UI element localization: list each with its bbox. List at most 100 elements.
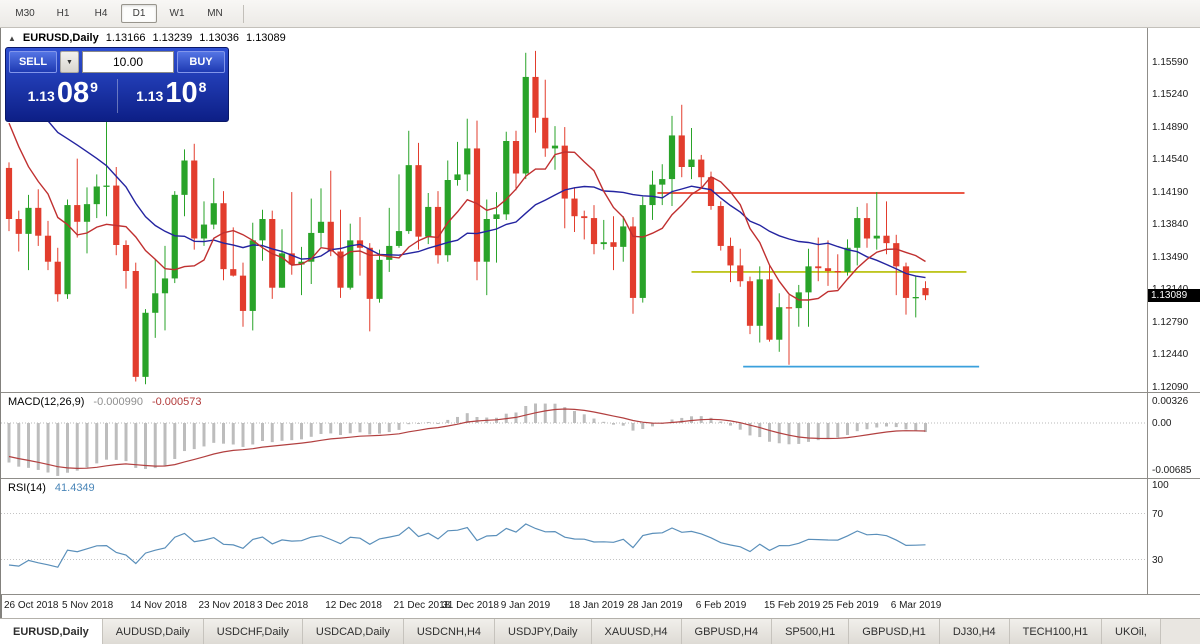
trade-controls-row: SELL ▼ BUY [9, 51, 225, 73]
macd-canvas[interactable] [1, 393, 1147, 478]
chart-tab-bar: EURUSD,Daily AUDUSD,Daily USDCHF,Daily USDC… [0, 618, 1200, 644]
symbol-tab-gbpusd-h4[interactable]: GBPUSD,H4 [681, 619, 773, 644]
price-axis-label: 1.14190 [1152, 186, 1189, 198]
price-divider [116, 78, 118, 113]
panel-separator [1, 594, 1200, 595]
timeframe-button-mn[interactable]: MN [207, 8, 223, 19]
date-axis-label: 12 Dec 2018 [325, 600, 382, 611]
date-axis-label: 31 Dec 2018 [442, 600, 499, 611]
rsi-plot[interactable]: RSI(14) 41.4349 [1, 479, 1147, 594]
bid-price[interactable]: 1.13 08 9 [9, 78, 117, 113]
macd-panel: MACD(12,26,9) -0.000990 -0.000573 0.0032… [1, 393, 1200, 478]
price-axis-label: 1.12090 [1152, 381, 1189, 393]
rsi-label: RSI(14) 41.4349 [8, 482, 95, 494]
macd-axis[interactable]: 0.00326 0.00 -0.00685 [1147, 393, 1200, 478]
date-axis-label: 28 Jan 2019 [627, 600, 683, 611]
date-axis-label: 6 Mar 2019 [890, 600, 942, 611]
sell-button[interactable]: SELL [9, 51, 57, 73]
symbol-tab-usdcnh-h4[interactable]: USDCNH,H4 [403, 619, 496, 644]
date-axis[interactable]: 26 Oct 2018 5 Nov 2018 14 Nov 2018 23 Nov 2… [1, 595, 1200, 618]
timeframe-button-d1[interactable]: D1 [121, 4, 157, 23]
macd-axis-label: 0.00 [1152, 418, 1172, 429]
date-axis-label: 6 Feb 2019 [695, 600, 747, 611]
rsi-name: RSI(14) [8, 482, 46, 494]
timeframe-button-m30[interactable]: M30 [15, 8, 35, 19]
timeframe-toolbar: M30 H1 H4 D1 W1 MN [0, 0, 1200, 28]
timeframe-button-h4[interactable]: H4 [94, 8, 108, 19]
chart-panels: ▲ EURUSD,Daily 1.13166 1.13239 1.13036 1… [0, 28, 1200, 618]
macd-name: MACD(12,26,9) [8, 396, 85, 408]
macd-axis-label: 0.00326 [1152, 395, 1189, 407]
bid-pipette: 9 [90, 78, 98, 95]
price-axis-label: 1.13840 [1152, 219, 1189, 231]
price-axis-label: 1.14890 [1152, 121, 1189, 133]
price-axis-label: 1.14540 [1152, 154, 1189, 166]
ask-big-digits: 10 [165, 76, 198, 109]
date-axis-label: 26 Oct 2018 [4, 600, 59, 611]
rsi-value: 41.4349 [54, 482, 95, 494]
rsi-axis[interactable]: 100 70 30 [1147, 479, 1200, 594]
rsi-axis-label: 100 [1152, 480, 1169, 491]
symbol-tab-ukoil[interactable]: UKOil, [1102, 619, 1161, 644]
ask-pipette: 8 [198, 78, 207, 95]
current-price-badge: 1.13089 [1148, 288, 1200, 302]
ohlc-high: 1.13239 [152, 32, 193, 44]
price-axis-label: 1.13490 [1152, 251, 1189, 263]
trade-prices-row: 1.13 08 9 1.13 10 8 [9, 73, 225, 118]
symbol-tab-usdjpy-daily[interactable]: USDJPY,Daily [495, 619, 592, 644]
symbol-tab-xauusd-h4[interactable]: XAUUSD,H4 [591, 619, 682, 644]
timeframe-button-h1[interactable]: H1 [56, 8, 70, 19]
symbol-tab-audusd-daily[interactable]: AUDUSD,Daily [102, 619, 204, 644]
date-axis-label: 15 Feb 2019 [764, 600, 821, 611]
ohlc-low: 1.13036 [199, 32, 240, 44]
macd-signal-value: -0.000573 [151, 396, 202, 408]
macd-main-value: -0.000990 [93, 396, 143, 408]
symbol-tab-usdchf-daily[interactable]: USDCHF,Daily [203, 619, 303, 644]
macd-label: MACD(12,26,9) -0.000990 -0.000573 [8, 396, 202, 408]
symbol-tab-dj30-h4[interactable]: DJ30,H4 [939, 619, 1010, 644]
symbol-tab-tech100-h1[interactable]: TECH100,H1 [1009, 619, 1103, 644]
date-axis-label: 9 Jan 2019 [500, 600, 551, 611]
macd-plot[interactable]: MACD(12,26,9) -0.000990 -0.000573 [1, 393, 1147, 478]
bid-prefix: 1.13 [27, 87, 55, 104]
candlestick-canvas[interactable] [1, 28, 1147, 392]
symbol-tab-usdcad-daily[interactable]: USDCAD,Daily [302, 619, 404, 644]
price-axis-label: 1.15240 [1152, 89, 1189, 101]
panel-separator[interactable] [1, 478, 1200, 479]
main-chart-panel: ▲ EURUSD,Daily 1.13166 1.13239 1.13036 1… [1, 28, 1200, 393]
price-axis-label: 1.15590 [1152, 57, 1189, 68]
date-axis-label: 5 Nov 2018 [62, 600, 114, 611]
date-axis-label: 21 Dec 2018 [393, 600, 451, 611]
rsi-canvas[interactable] [1, 479, 1147, 594]
symbol-tab-eurusd-daily[interactable]: EURUSD,Daily [0, 619, 103, 644]
ask-price[interactable]: 1.13 10 8 [118, 76, 226, 113]
main-chart-plot[interactable]: ▲ EURUSD,Daily 1.13166 1.13239 1.13036 1… [1, 28, 1147, 392]
ask-prefix: 1.13 [136, 87, 164, 104]
volume-input[interactable] [82, 51, 174, 73]
date-axis-label: 3 Dec 2018 [257, 600, 309, 611]
chart-symbol-label: EURUSD,Daily [22, 32, 99, 44]
timeframe-button-w1[interactable]: W1 [169, 8, 185, 19]
date-axis-label: 25 Feb 2019 [822, 600, 879, 611]
price-axis[interactable]: 1.15590 1.15240 1.14890 1.14540 1.14190 1.138… [1147, 28, 1200, 393]
chart-title: ▲ EURUSD,Daily 1.13166 1.13239 1.13036 1… [8, 32, 286, 44]
ohlc-open: 1.13166 [105, 32, 146, 44]
date-axis-label: 23 Nov 2018 [198, 600, 256, 611]
one-click-collapse-icon[interactable]: ▲ [8, 33, 16, 43]
rsi-axis-label: 70 [1152, 508, 1164, 520]
price-axis-label: 1.12790 [1152, 316, 1189, 328]
rsi-panel: RSI(14) 41.4349 100 70 30 [1, 479, 1200, 594]
macd-axis-label: -0.00685 [1152, 464, 1192, 476]
timeframe-button-group: M30 H1 H4 D1 W1 MN [6, 4, 234, 23]
rsi-axis-label: 30 [1152, 554, 1164, 566]
date-axis-label: 14 Nov 2018 [130, 600, 187, 611]
ohlc-close: 1.13089 [246, 32, 286, 44]
chevron-down-icon: ▼ [66, 58, 73, 66]
buy-button[interactable]: BUY [177, 51, 225, 73]
panel-separator[interactable] [1, 392, 1200, 393]
symbol-tab-gbpusd-h1[interactable]: GBPUSD,H1 [849, 619, 940, 644]
volume-dropdown-button[interactable]: ▼ [60, 51, 79, 73]
symbol-tab-sp500-h1[interactable]: SP500,H1 [772, 619, 850, 644]
